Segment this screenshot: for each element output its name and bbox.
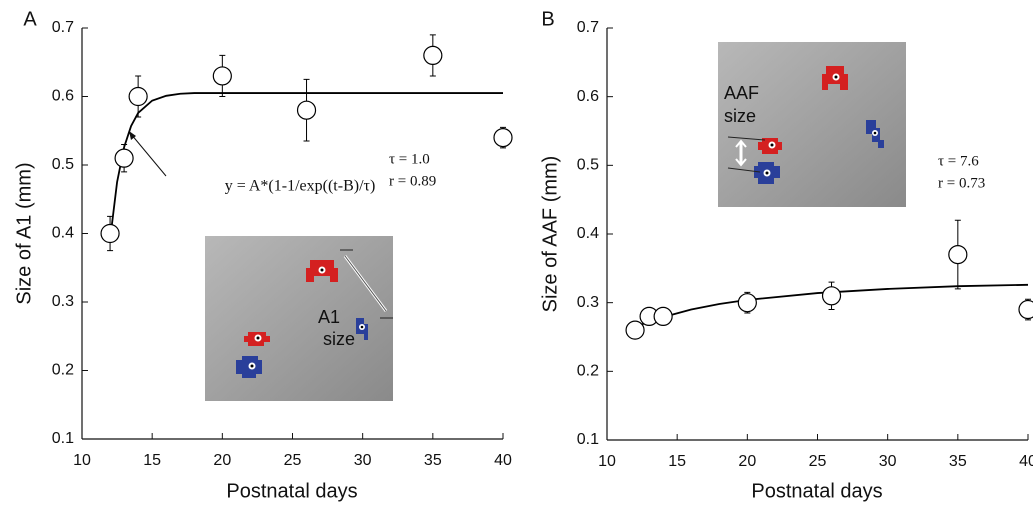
- data-point: [213, 67, 231, 85]
- x-axis-title: Postnatal days: [226, 480, 357, 502]
- panel-label: A: [23, 8, 37, 30]
- x-tick-label: 20: [738, 453, 756, 470]
- y-tick-label: 0.1: [577, 431, 599, 448]
- fit-stat: τ = 7.6: [938, 153, 979, 169]
- x-tick-label: 30: [879, 453, 897, 470]
- x-tick-label: 15: [143, 452, 161, 469]
- x-tick-label: 15: [668, 453, 686, 470]
- data-point: [949, 246, 967, 264]
- data-point: [823, 287, 841, 305]
- x-tick-label: 40: [494, 452, 512, 469]
- page: {"chart_data":[ {"type":"scatter","panel…: [0, 0, 1033, 507]
- inset-label: A1: [318, 307, 340, 327]
- x-tick-label: 30: [354, 452, 372, 469]
- y-tick-label: 0.6: [577, 88, 599, 105]
- data-point: [738, 294, 756, 312]
- x-tick-label: 40: [1019, 453, 1033, 470]
- y-tick-label: 0.4: [577, 225, 599, 242]
- x-axis-title: Postnatal days: [751, 480, 882, 502]
- y-tick-label: 0.3: [577, 294, 599, 311]
- y-tick-label: 0.2: [52, 362, 74, 379]
- fit-stat: τ = 1.0: [389, 151, 430, 167]
- inset-label: size: [724, 106, 756, 126]
- y-axis-title: Size of AAF (mm): [539, 156, 561, 313]
- y-tick-label: 0.6: [52, 88, 74, 105]
- y-tick-label: 0.3: [52, 293, 74, 310]
- data-point: [129, 88, 147, 106]
- x-tick-label: 25: [284, 452, 302, 469]
- figure: 0.1 0.2 0.3 0.4 0.5 0.6 0.7 10 15 20 25 30 35 40 A Post…: [0, 0, 1033, 507]
- data-point: [494, 129, 512, 147]
- inset-a1: [205, 236, 393, 401]
- y-tick-label: 0.5: [577, 157, 599, 174]
- x-tick-label: 20: [213, 452, 231, 469]
- y-tick-label: 0.7: [577, 19, 599, 36]
- y-tick-label: 0.7: [52, 19, 74, 36]
- inset-label: size: [323, 329, 355, 349]
- x-tick-label: 35: [949, 453, 967, 470]
- data-point: [424, 46, 442, 64]
- data-point: [115, 149, 133, 167]
- y-tick-label: 0.4: [52, 225, 74, 242]
- fit-formula: y = A*(1-1/exp((t-B)/τ): [225, 178, 376, 195]
- y-axis-title: Size of A1 (mm): [13, 162, 35, 304]
- x-tick-label: 25: [809, 453, 827, 470]
- data-point: [101, 225, 119, 243]
- formula-arrow: [129, 131, 166, 176]
- panel-label: B: [541, 8, 554, 30]
- data-point: [654, 307, 672, 325]
- x-tick-label: 35: [424, 452, 442, 469]
- y-tick-label: 0.2: [577, 363, 599, 380]
- x-tick-label: 10: [73, 452, 91, 469]
- data-point: [626, 321, 644, 339]
- data-point: [298, 101, 316, 119]
- x-tick-label: 10: [598, 453, 616, 470]
- data-point: [1019, 301, 1033, 319]
- y-tick-label: 0.5: [52, 156, 74, 173]
- fit-stat: r = 0.89: [389, 173, 436, 189]
- inset-label: AAF: [724, 83, 759, 103]
- fit-stat: r = 0.73: [938, 175, 985, 191]
- y-tick-label: 0.1: [52, 430, 74, 447]
